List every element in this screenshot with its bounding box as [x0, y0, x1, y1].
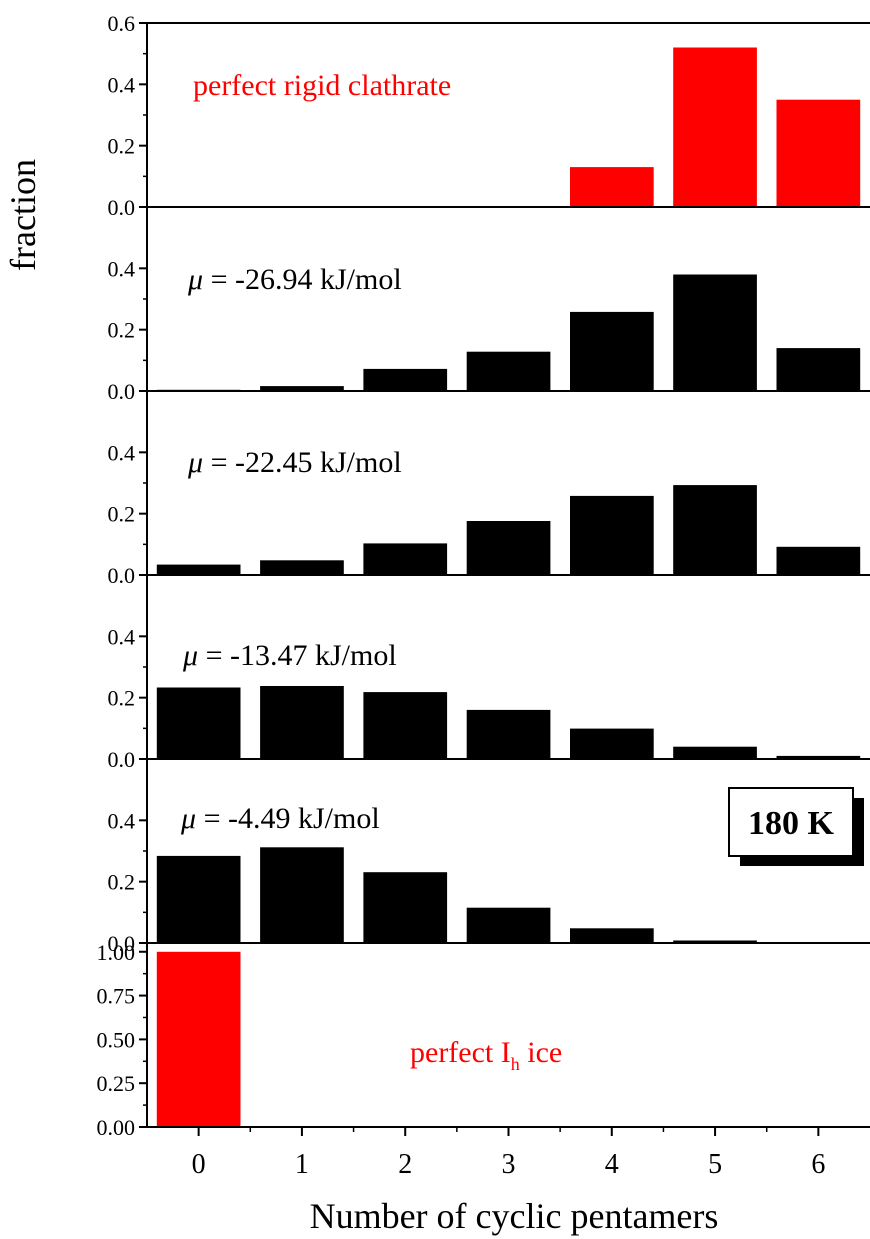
- bar-panel-3-x-3: [466, 709, 551, 759]
- y-tick-label-panel-1-0: 0.0: [108, 379, 136, 404]
- bar-panel-4-x-2: [363, 872, 448, 943]
- x-axis-title: Number of cyclic pentamers: [310, 1196, 719, 1236]
- y-tick-label-panel-4-0: 0.0: [108, 931, 136, 956]
- x-tick-label-6: 6: [811, 1149, 825, 1180]
- bar-panel-3-x-4: [570, 728, 654, 759]
- y-tick-label-panel-2-2: 0.4: [108, 440, 136, 465]
- bar-panel-0-x-6: [776, 99, 861, 207]
- mu-symbol: μ: [182, 639, 198, 672]
- panel-annotation-4: μ = -4.49 kJ/mol: [180, 802, 380, 835]
- bar-panel-3-x-1: [260, 686, 344, 759]
- annotation-text: = -26.94 kJ/mol: [203, 263, 402, 296]
- panel-1: 0.0 0.2 0.4 μ = -26.94 kJ/mol: [108, 206, 870, 404]
- x-tick-label-0: 0: [192, 1149, 206, 1180]
- bar-panel-3-x-0: [156, 687, 241, 759]
- bar-panel-1-x-2: [363, 368, 448, 391]
- x-tick-label-3: 3: [502, 1149, 516, 1180]
- bar-panel-1-x-1: [260, 386, 344, 391]
- annotation-text: = -4.49 kJ/mol: [196, 802, 380, 835]
- y-tick-label-panel-5-1: 0.25: [97, 1071, 136, 1096]
- bar-panel-2-x-2: [363, 543, 448, 575]
- panel-annotation-0: perfect rigid clathrate: [193, 69, 451, 102]
- annotation-text: perfect I: [410, 1036, 511, 1069]
- bar-panel-4-x-5: [673, 940, 757, 943]
- mu-symbol: μ: [180, 802, 196, 835]
- bar-panel-2-x-6: [776, 546, 861, 575]
- panel-0: 0.0 0.2 0.4 0.6 perfect rigid clathrate: [108, 11, 870, 220]
- y-tick-label-panel-1-2: 0.4: [108, 256, 136, 281]
- x-tick-label-4: 4: [605, 1149, 619, 1180]
- y-tick-label-panel-0-0: 0.0: [108, 195, 136, 220]
- annotation-text: = -13.47 kJ/mol: [198, 639, 397, 672]
- y-tick-label-panel-1-1: 0.2: [108, 318, 136, 343]
- bar-panel-1-x-6: [776, 348, 861, 391]
- bar-panel-0-x-5: [673, 47, 757, 207]
- annotation-subscript: h: [511, 1054, 520, 1074]
- y-tick-label-panel-5-0: 0.00: [97, 1115, 136, 1140]
- bar-panel-5-x-0: [156, 951, 241, 1127]
- panel-annotation-3: μ = -13.47 kJ/mol: [182, 639, 397, 672]
- y-tick-label-panel-3-2: 0.4: [108, 624, 136, 649]
- bar-panel-4-x-0: [156, 855, 241, 943]
- bar-panel-2-x-3: [466, 521, 551, 575]
- bar-panel-1-x-4: [570, 311, 654, 391]
- y-tick-label-panel-2-0: 0.0: [108, 563, 136, 588]
- bar-panel-2-x-5: [673, 485, 757, 575]
- mu-symbol: μ: [187, 263, 203, 296]
- x-tick-label-1: 1: [295, 1149, 309, 1180]
- panel-3: 0.0 0.2 0.4 μ = -13.47 kJ/mol: [108, 574, 870, 772]
- y-tick-label-panel-5-2: 0.50: [97, 1027, 136, 1052]
- panel-annotation-5: perfect Ih ice: [410, 1036, 562, 1074]
- temperature-badge-label: 180 K: [748, 805, 835, 842]
- panel-annotation-2: μ = -22.45 kJ/mol: [187, 446, 402, 479]
- y-tick-label-panel-5-3: 0.75: [97, 984, 136, 1009]
- y-tick-label-panel-3-1: 0.2: [108, 686, 136, 711]
- panel-5: 0.00 0.25 0.50 0.75 1.00 perfect Ih ice: [97, 940, 870, 1140]
- annotation-text: perfect rigid clathrate: [193, 69, 451, 102]
- bar-panel-1-x-5: [673, 274, 757, 391]
- x-axis: 0 1 2 3 4 5 6: [192, 1127, 825, 1180]
- y-axis-title: fraction: [3, 159, 43, 271]
- panel-annotation-1: μ = -26.94 kJ/mol: [187, 263, 402, 296]
- bar-panel-0-x-4: [570, 167, 654, 207]
- y-tick-label-panel-3-0: 0.0: [108, 747, 136, 772]
- bar-panel-4-x-4: [570, 928, 654, 943]
- y-tick-label-panel-4-1: 0.2: [108, 870, 136, 895]
- bar-panel-3-x-2: [363, 692, 448, 759]
- panel-4: 0.0 0.2 0.4 μ = -4.49 kJ/mol: [108, 758, 870, 956]
- annotation-text-after: ice: [520, 1036, 562, 1069]
- bar-panel-2-x-0: [156, 564, 241, 575]
- bar-panel-2-x-1: [260, 560, 344, 575]
- bar-panel-3-x-5: [673, 746, 757, 759]
- bar-panel-4-x-1: [260, 847, 344, 943]
- y-tick-label-panel-0-3: 0.6: [108, 11, 136, 36]
- bar-panel-1-x-3: [466, 351, 551, 391]
- temperature-badge: 180 K: [728, 787, 864, 866]
- panel-2: 0.0 0.2 0.4 μ = -22.45 kJ/mol: [108, 390, 870, 588]
- y-tick-label-panel-2-1: 0.2: [108, 502, 136, 527]
- y-tick-label-panel-5-4: 1.00: [97, 940, 136, 965]
- x-tick-label-2: 2: [398, 1149, 412, 1180]
- bar-panel-3-x-6: [776, 755, 861, 759]
- y-tick-label-panel-4-2: 0.4: [108, 808, 136, 833]
- bar-panel-2-x-4: [570, 495, 654, 575]
- x-tick-label-5: 5: [708, 1149, 722, 1180]
- y-tick-label-panel-0-1: 0.2: [108, 134, 136, 159]
- y-tick-label-panel-0-2: 0.4: [108, 72, 136, 97]
- mu-symbol: μ: [187, 446, 203, 479]
- annotation-text: = -22.45 kJ/mol: [203, 446, 402, 479]
- bar-panel-4-x-3: [466, 907, 551, 943]
